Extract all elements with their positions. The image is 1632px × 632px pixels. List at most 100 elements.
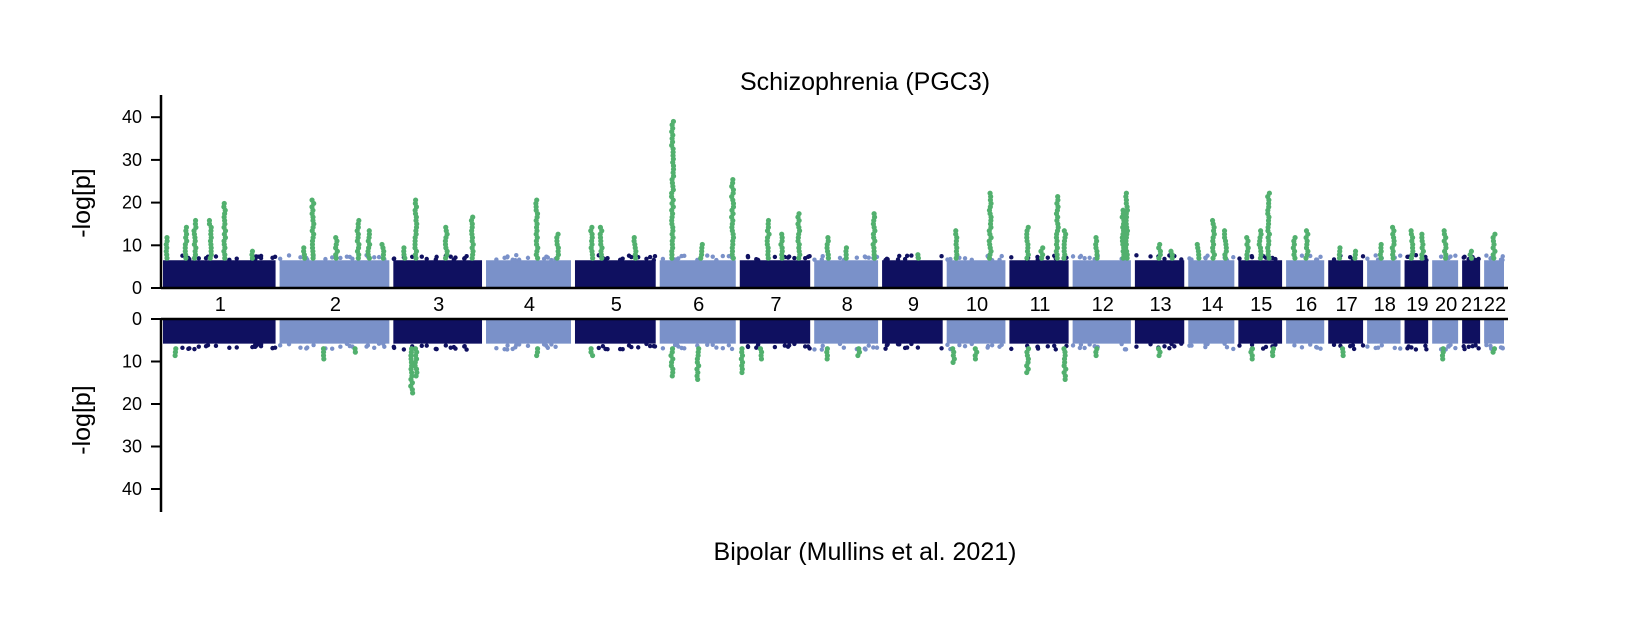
significant-snp-top [1492,231,1498,237]
snp-point-bottom [1205,341,1210,347]
snp-point-top [720,253,726,259]
chromosome-block-top-10 [946,260,1006,288]
snp-point-bottom [714,345,719,350]
snp-point-bottom [1070,343,1076,348]
snp-point-bottom [347,343,352,349]
snp-point-top [227,257,232,262]
significant-snp-top [699,241,705,248]
chromosome-block-top-11 [1009,260,1069,288]
snp-point-bottom [541,342,547,347]
snp-point-bottom [453,346,458,351]
snp-point-top [391,256,397,262]
snp-point-bottom [1308,342,1313,347]
snp-point-bottom [644,341,649,347]
chromosome-block-bottom-11 [1009,319,1069,344]
significant-snp-bottom [321,356,327,362]
significant-snp-top [1468,248,1475,254]
significant-snp-bottom [1093,352,1099,359]
snp-point-bottom [745,344,751,350]
chromosome-label-3: 3 [433,294,444,316]
significant-snp-top [221,200,227,207]
snp-point-bottom [939,346,944,351]
snp-point-top [1318,254,1323,260]
snp-point-top [904,253,910,259]
snp-point-bottom [1484,342,1489,348]
snp-point-bottom [726,343,732,348]
snp-point-bottom [1453,345,1458,351]
snp-point-bottom [1423,343,1428,348]
snp-point-top [347,254,352,260]
snp-point-bottom [837,341,843,347]
significant-snp-top [356,217,362,224]
snp-point-bottom [1189,343,1194,348]
significant-snp-top [779,231,785,237]
chromosome-block-bottom-18 [1367,319,1401,344]
chromosome-label-19: 19 [1406,294,1428,316]
snp-point-top [962,256,968,261]
chromosome-block-bottom-2 [279,319,390,344]
chromosome-block-top-3 [393,260,483,288]
snp-point-bottom [909,341,914,347]
snp-point-top [745,255,751,260]
chromosome-block-bottom-13 [1134,319,1185,344]
snp-point-bottom [1466,344,1471,350]
snp-point-top [1500,254,1505,259]
snp-point-bottom [286,341,292,347]
chromosome-label-2: 2 [330,294,341,316]
chromosome-block-bottom-22 [1484,319,1504,344]
snp-point-bottom [311,342,316,348]
chromosome-label-8: 8 [842,294,853,316]
snp-point-bottom [1179,341,1184,346]
snp-point-bottom [1260,346,1266,351]
significant-snp-top [164,235,170,241]
bottom-y-tick-label: 40 [122,479,142,499]
top-y-tick-label: 40 [122,107,142,127]
snp-point-top [286,253,292,258]
snp-point-bottom [462,344,467,349]
snp-point-bottom [819,347,825,352]
chromosome-block-top-18 [1367,260,1401,288]
significant-snp-top [183,224,190,230]
significant-snp-top [765,217,772,224]
significant-snp-bottom [739,369,745,376]
snp-point-bottom [1222,341,1227,346]
snp-point-bottom [1052,343,1057,349]
snp-point-bottom [1172,344,1177,349]
bottom-panel-title: Bipolar (Mullins et al. 2021) [714,538,1017,566]
chromosome-block-top-9 [882,260,943,288]
chromosome-label-22: 22 [1484,294,1506,316]
chromosome-label-17: 17 [1336,294,1358,316]
significant-snp-top [470,214,476,220]
snp-point-bottom [270,345,275,351]
chromosome-block-top-15 [1238,260,1283,288]
snp-point-top [1498,257,1504,262]
snp-point-bottom [1045,344,1050,349]
chromosome-block-top-4 [486,260,571,288]
significant-snp-top [366,228,372,234]
significant-snp-bottom [1024,369,1030,376]
snp-point-top [1453,253,1458,258]
snp-point-top [298,255,303,260]
snp-point-top [1045,255,1050,260]
snp-point-top [1360,254,1366,259]
snp-point-bottom [196,344,201,349]
chromosome-block-bottom-20 [1432,319,1459,344]
snp-point-bottom [1424,347,1429,352]
significant-snp-top [825,235,831,241]
chromosome-block-top-17 [1328,260,1364,288]
significant-snp-top [1168,248,1174,254]
chromosome-block-bottom-10 [946,319,1006,344]
snp-point-bottom [329,346,335,351]
snp-point-top [792,255,797,261]
snp-point-bottom [1292,343,1297,348]
snp-point-top [329,255,335,260]
snp-point-top [1413,252,1419,258]
snp-point-top [897,253,902,259]
snp-point-top [213,254,219,259]
chromosome-label-15: 15 [1250,294,1272,316]
snp-point-top [1273,256,1278,262]
chromosome-block-top-14 [1188,260,1235,288]
chromosome-block-bottom-8 [814,319,879,344]
snp-point-top [1365,256,1370,261]
snp-point-top [433,257,438,262]
